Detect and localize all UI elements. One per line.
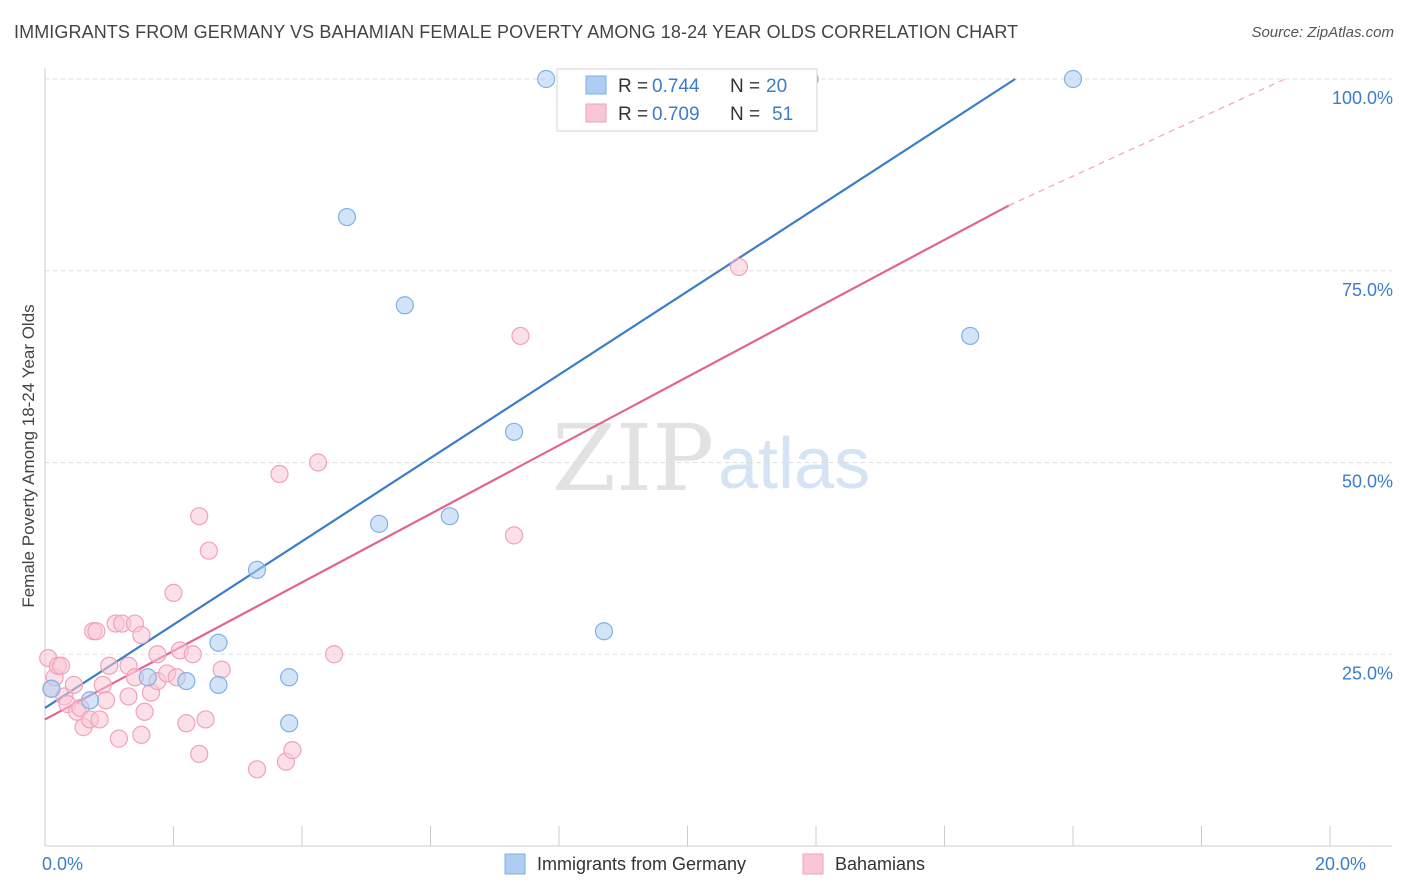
trend-line-germany xyxy=(44,78,1016,709)
point-bahamians-26 xyxy=(132,625,151,645)
bottom-legend-swatch-germany xyxy=(504,853,526,875)
point-bahamians-17 xyxy=(100,656,119,675)
axes xyxy=(44,68,1392,847)
point-bahamians-19 xyxy=(109,729,128,748)
point-bahamians-29 xyxy=(148,645,167,664)
point-germany-11 xyxy=(395,296,414,315)
legend-r-value-germany: 0.744 xyxy=(652,76,700,97)
point-bahamians-45 xyxy=(283,741,302,760)
point-germany-9 xyxy=(337,207,357,227)
point-bahamians-32 xyxy=(164,583,183,602)
legend-r-label-germany: R = xyxy=(618,76,648,97)
point-bahamians-50 xyxy=(729,257,749,277)
series-legend: Immigrants from Germany Bahamians xyxy=(504,853,925,875)
point-germany-4 xyxy=(209,675,228,695)
point-germany-0 xyxy=(42,679,61,698)
point-bahamians-35 xyxy=(177,714,196,733)
point-germany-10 xyxy=(370,514,389,533)
point-bahamians-37 xyxy=(190,507,209,526)
legend-n-value-bahamians: 51 xyxy=(772,104,793,125)
source-label: Source: ZipAtlas.com xyxy=(1251,24,1394,41)
point-bahamians-15 xyxy=(93,675,112,695)
point-bahamians-39 xyxy=(196,710,215,729)
point-bahamians-38 xyxy=(190,744,209,764)
bottom-legend-swatch-bahamians xyxy=(802,853,824,875)
point-germany-2 xyxy=(138,668,157,687)
bottom-legend-label-germany: Immigrants from Germany xyxy=(537,854,746,874)
y-tick-label-1: 50.0% xyxy=(1342,472,1393,492)
y-tick-label-3: 100.0% xyxy=(1332,88,1393,108)
x-tick-label-0: 0.0% xyxy=(42,854,83,874)
legend-swatch-germany xyxy=(585,75,607,95)
y-tick-label-2: 75.0% xyxy=(1342,280,1393,300)
point-germany-1 xyxy=(80,691,100,710)
point-bahamians-27 xyxy=(135,702,154,721)
point-bahamians-48 xyxy=(504,526,524,545)
point-bahamians-13 xyxy=(87,622,106,641)
point-germany-13 xyxy=(504,422,524,441)
point-bahamians-25 xyxy=(132,725,151,744)
gridlines xyxy=(45,78,1392,655)
trend-lines xyxy=(44,78,1286,721)
bottom-legend-label-bahamians: Bahamians xyxy=(835,854,925,874)
legend-r-label-bahamians: R = xyxy=(618,104,648,125)
point-germany-16 xyxy=(594,622,614,641)
point-bahamians-43 xyxy=(270,464,289,484)
point-bahamians-40 xyxy=(199,541,218,560)
stats-legend: R = 0.744 N = 20 R = 0.709 N = 51 xyxy=(556,68,818,132)
legend-n-value-germany: 20 xyxy=(766,76,787,97)
point-germany-7 xyxy=(280,668,299,687)
point-germany-18 xyxy=(961,326,980,346)
legend-r-value-bahamians: 0.709 xyxy=(652,104,700,125)
point-germany-6 xyxy=(247,560,267,579)
point-bahamians-4 xyxy=(51,656,71,675)
y-axis-label: Female Poverty Among 18-24 Year Olds xyxy=(19,304,38,607)
point-germany-3 xyxy=(177,671,196,691)
point-germany-12 xyxy=(440,507,459,526)
chart-title: IMMIGRANTS FROM GERMANY VS BAHAMIAN FEMA… xyxy=(14,22,1019,42)
legend-n-label-germany: N = xyxy=(730,76,760,97)
point-germany-19 xyxy=(1063,69,1083,89)
point-bahamians-46 xyxy=(308,453,328,472)
legend-n-label-bahamians: N = xyxy=(730,104,760,125)
y-tick-label-0: 25.0% xyxy=(1342,663,1393,683)
tick-labels: 25.0% 50.0% 75.0% 100.0% 0.0% 20.0% xyxy=(42,88,1393,874)
point-bahamians-16 xyxy=(96,691,116,710)
x-tick-label-1: 20.0% xyxy=(1315,854,1366,874)
point-bahamians-47 xyxy=(325,645,344,664)
point-germany-14 xyxy=(537,69,556,89)
watermark-zip: ZIP xyxy=(552,405,714,512)
point-bahamians-42 xyxy=(247,760,267,779)
point-bahamians-41 xyxy=(212,660,231,679)
trend-line-bahamians-extension xyxy=(1008,78,1286,207)
point-bahamians-36 xyxy=(183,645,202,664)
point-bahamians-14 xyxy=(90,710,109,729)
data-points xyxy=(39,69,1083,779)
trend-line-bahamians xyxy=(44,204,1010,721)
point-bahamians-49 xyxy=(511,326,530,346)
point-germany-5 xyxy=(209,633,228,652)
legend-swatch-bahamians xyxy=(585,103,607,123)
point-germany-8 xyxy=(280,714,299,733)
point-bahamians-22 xyxy=(119,687,138,706)
point-bahamians-7 xyxy=(64,675,84,695)
watermark-atlas: atlas xyxy=(718,424,870,504)
